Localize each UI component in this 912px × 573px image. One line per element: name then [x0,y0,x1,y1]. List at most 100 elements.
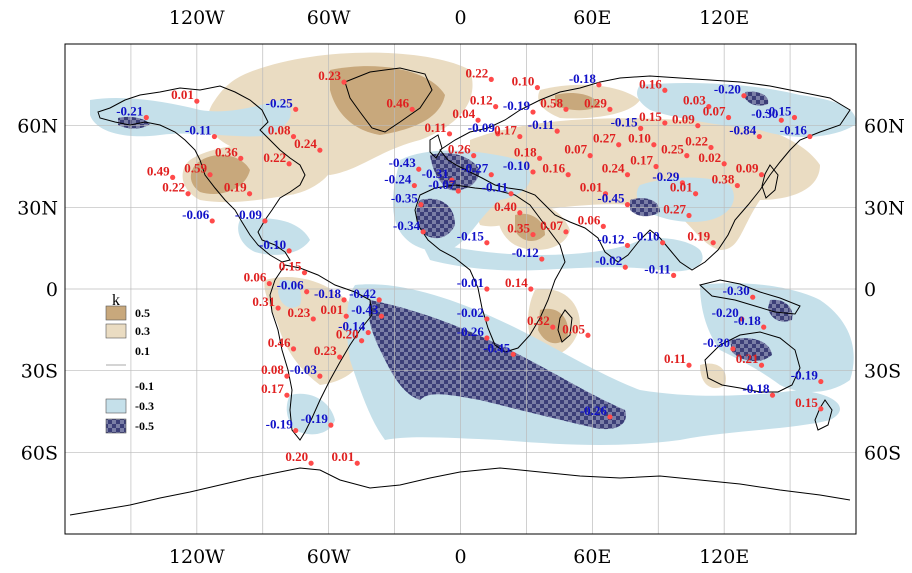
station-dot [662,120,668,126]
station-dot [286,161,292,167]
coast-japan [761,164,779,199]
station-value: 0.01 [670,180,693,195]
station-value: 0.32 [527,313,550,328]
station-dot [449,177,455,183]
station-value: 0.09 [672,112,695,127]
station-dot [290,133,297,140]
station-value: 0.10 [628,131,651,146]
station-dot [624,172,631,178]
station-dot [341,79,347,85]
station-value: 0.02 [698,150,721,165]
station-dot [530,109,536,115]
x-tick-label-bottom: 120E [699,546,749,568]
station-dot [484,335,490,341]
station-value: 0.19 [224,180,247,195]
bottom-axis-labels: 120W 60W 0 60E 120E [169,546,749,568]
station-dot [565,172,571,178]
station-dot [528,286,534,292]
station-dot [293,427,299,434]
station-dot [343,313,349,319]
station-dot [484,240,490,246]
station-dot [143,114,149,121]
station-value: 0.20 [336,327,359,342]
x-tick-label-bottom: 0 [454,546,466,568]
station-dot [418,202,424,208]
station-dot [607,414,613,420]
x-tick-label-top: 0 [454,7,466,29]
legend-level-label: -0.1 [135,379,154,393]
station-value: -0.15 [764,104,792,119]
coast-britain [429,134,443,159]
coast-greenland [344,67,433,133]
station-value: -0.45 [597,191,625,206]
neg-strong-mediterranean [430,153,480,191]
station-dot [653,163,659,170]
coast-eurasia [439,75,851,271]
station-dot [495,131,501,137]
coast-antarctica [69,467,851,516]
station-value: 0.21 [736,351,759,366]
station-value: 0.22 [466,65,489,80]
station-value: 0.27 [593,131,616,146]
station-dot [455,188,461,194]
y-tick-label-right: 30N [864,197,905,219]
pos-strong-arabia [515,213,545,242]
y-tick-label-left: 30N [17,197,58,219]
station-dot [211,133,218,140]
station-dot [484,286,490,292]
station-dot [416,166,422,172]
legend-title: k [112,292,120,309]
x-tick-label-top: 120E [699,7,749,29]
station-value: 0.06 [578,212,601,227]
station-value: -0.24 [384,172,412,187]
station-value: 0.04 [452,106,475,121]
station-value: 0.16 [542,161,565,176]
station-value: -0.19 [503,98,531,113]
station-dot [185,191,191,197]
station-dot [475,117,481,123]
station-dot [624,202,631,208]
station-value: -0.06 [277,278,305,293]
station-value: 0.01 [331,449,354,464]
neg-weak-south-pacific-atlantic [346,284,840,445]
station-value: 0.12 [470,93,493,108]
legend-swatch [105,305,127,321]
x-tick-label-bottom: 120W [169,546,225,568]
station-value: -0.18 [742,381,770,396]
station-dot [616,142,622,148]
neg-strong-west-africa [416,198,455,239]
station-value: -0.84 [729,123,757,138]
station-value: -0.10 [503,158,530,173]
station-dot [420,229,426,235]
station-dot [508,191,514,197]
neg-strong-png [768,299,793,322]
station-dot [488,76,494,82]
station-dot [563,229,569,235]
station-value: -0.25 [266,95,294,110]
station-dot [378,313,384,319]
station-value: 0.35 [507,221,530,236]
station-value: 0.07 [540,218,563,233]
y-tick-label-left: 0 [46,279,58,301]
legend-level-label: 0.1 [135,344,150,358]
station-dot [471,153,477,159]
station-value: 0.38 [712,172,735,187]
station-value: 0.26 [448,142,471,157]
station-dot [488,172,494,178]
station-value: -0.43 [351,302,379,317]
station-dot [317,147,323,153]
station-value: 0.11 [424,120,446,135]
y-tick-label-left: 60N [17,116,58,138]
legend-level-label: 0.3 [135,324,150,338]
x-tick-label-bottom: 60W [307,546,351,568]
station-dot [537,155,543,161]
station-value: 0.46 [386,95,409,110]
station-value: -0.31 [422,166,449,181]
station-dot [708,144,714,151]
station-dot [550,324,556,330]
gridlines [65,44,856,534]
station-value: -0.26 [457,324,485,339]
y-tick-label-right: 30S [864,361,901,383]
station-value: -0.16 [780,123,808,138]
coast-north-america [97,85,306,263]
